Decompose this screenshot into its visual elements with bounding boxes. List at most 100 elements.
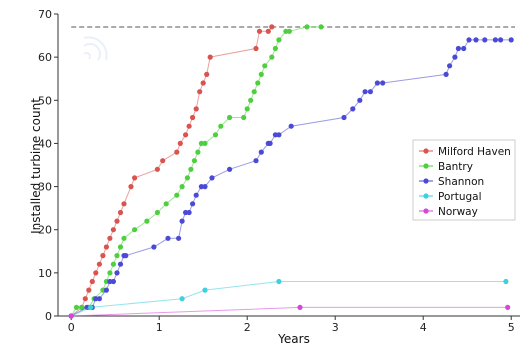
data-point-milford-haven [110,227,116,233]
data-point-shannon [350,106,356,112]
legend-item-milford-haven: Milford Haven [419,146,511,158]
legend: Milford Haven Bantry Shannon Portugal Norway [412,139,516,221]
data-point-milford-haven [117,209,124,216]
data-point-portugal [88,304,94,310]
data-point-shannon [165,235,171,241]
legend-item-bantry: Bantry [419,161,473,173]
data-point-shannon [357,97,363,103]
x-tick-label: 1 [156,321,163,334]
data-point-shannon [288,123,294,129]
data-point-bantry [202,140,208,146]
data-point-milford-haven [121,201,127,207]
data-point-shannon [151,244,157,250]
legend-swatch-marker [423,163,429,169]
data-point-milford-haven [160,158,166,164]
data-point-norway [68,313,74,319]
data-point-bantry [110,261,116,267]
data-point-shannon [198,184,204,190]
data-point-bantry [255,80,261,86]
data-point-bantry [248,97,254,103]
legend-item-portugal: Portugal [419,191,482,203]
data-point-bantry [132,227,138,233]
data-point-portugal [179,296,185,302]
data-point-milford-haven [93,270,99,276]
data-point-shannon [498,37,504,43]
data-point-bantry [114,253,120,259]
data-point-bantry [269,54,275,60]
data-point-milford-haven [253,45,259,52]
data-point-bantry [195,149,201,155]
x-axis-ticks: 0 1 2 3 4 5 [68,316,515,334]
data-point-milford-haven [86,287,92,293]
data-point-bantry [121,235,127,241]
x-tick-label: 2 [244,321,251,334]
data-point-milford-haven [204,71,210,77]
data-point-portugal [503,278,509,285]
data-point-bantry [188,166,194,172]
data-point-milford-haven [132,175,138,181]
legend-label: Shannon [438,176,484,188]
data-point-shannon [103,287,109,293]
data-point-bantry [191,158,197,164]
data-point-milford-haven [174,149,180,155]
data-point-shannon [374,80,380,86]
series-shannon [68,37,514,319]
y-tick-label: 60 [38,51,52,64]
y-tick-label: 30 [38,181,52,194]
data-point-bantry [272,45,278,52]
data-point-shannon [258,149,264,155]
legend-swatch-marker [423,208,429,214]
data-point-bantry [107,270,113,276]
data-point-shannon [276,132,282,138]
data-point-bantry [251,89,257,95]
data-point-milford-haven [100,253,106,259]
legend-label: Milford Haven [438,146,511,158]
y-tick-label: 50 [38,94,52,107]
data-point-bantry [212,132,219,138]
data-point-milford-haven [114,218,120,224]
legend-label: Portugal [438,191,482,203]
legend-item-norway: Norway [419,206,478,218]
legend-label: Bantry [438,161,473,173]
data-point-shannon [179,218,185,224]
data-point-milford-haven [82,296,88,302]
data-point-bantry [184,175,190,181]
data-point-bantry [174,192,180,198]
data-point-bantry [144,218,150,224]
y-tick-label: 70 [38,8,52,21]
legend-box [412,139,516,221]
data-point-milford-haven [128,184,134,190]
series-layer [68,24,514,319]
data-point-bantry [198,140,204,146]
series-portugal [68,278,509,319]
data-point-shannon [455,45,461,52]
data-point-shannon [447,63,453,69]
series-line-milford-haven [70,26,273,317]
data-point-shannon [461,45,467,52]
data-point-bantry [218,123,224,129]
legend-swatch-marker [423,193,429,199]
x-tick-label: 4 [420,321,427,334]
data-point-milford-haven [197,89,203,95]
data-point-bantry [154,209,160,216]
data-point-milford-haven [103,244,109,250]
data-point-shannon [482,37,488,43]
data-point-shannon [227,166,233,172]
series-milford-haven [68,24,275,319]
legend-label: Norway [438,206,478,218]
data-point-norway [297,304,303,310]
x-tick-label: 3 [332,321,339,334]
data-point-shannon [117,261,124,267]
data-point-milford-haven [256,28,263,34]
data-point-shannon [186,209,192,216]
data-point-milford-haven [96,261,102,267]
data-point-shannon [202,184,208,190]
data-point-portugal [202,287,208,293]
data-point-shannon [93,296,99,302]
legend-items: Milford Haven Bantry Shannon Portugal Norway [419,146,511,218]
data-point-bantry [73,304,80,310]
data-point-bantry [304,24,310,30]
y-axis-ticks: 0 10 20 30 40 50 60 70 [38,8,58,323]
data-point-milford-haven [186,123,192,129]
